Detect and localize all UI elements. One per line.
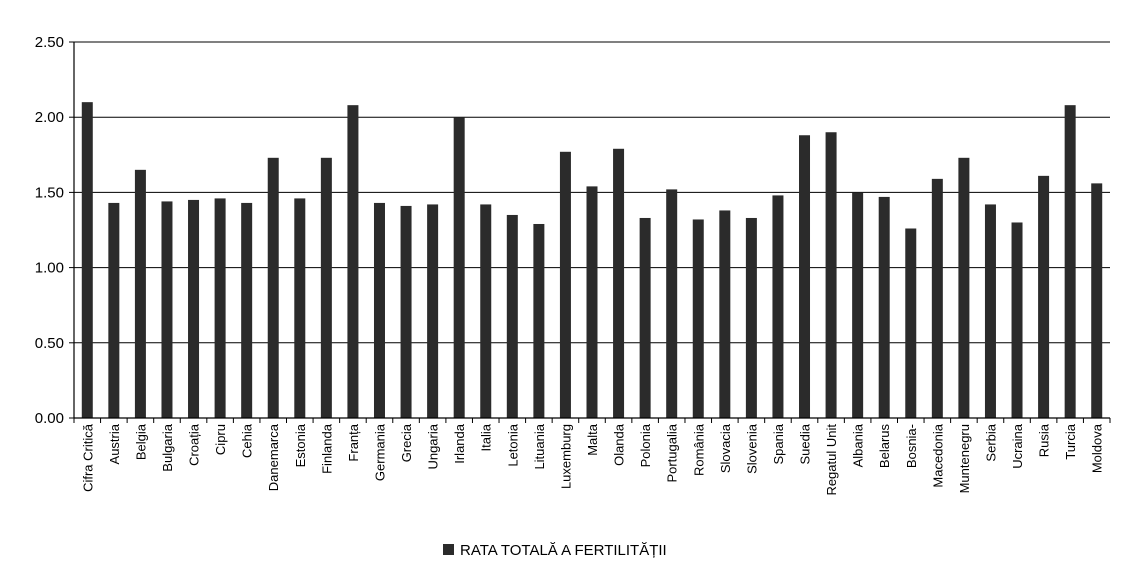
x-tick-label: Belarus bbox=[877, 424, 892, 469]
bar bbox=[666, 189, 678, 418]
bar bbox=[825, 132, 837, 419]
bar bbox=[134, 169, 146, 418]
bar bbox=[400, 205, 412, 418]
y-tick-label: 1.50 bbox=[35, 184, 64, 201]
bar bbox=[772, 195, 784, 418]
x-tick-label: Rusia bbox=[1037, 423, 1052, 457]
bar bbox=[1011, 222, 1023, 418]
x-tick-label: Polonia bbox=[638, 423, 653, 467]
bar bbox=[188, 199, 200, 418]
x-tick-label: Suedia bbox=[798, 423, 813, 464]
x-axis-tick-labels: Cifra Critică Austria Belgia Bulgaria Croați… bbox=[80, 423, 1104, 495]
bar bbox=[613, 148, 625, 418]
x-tick-label: Lituania bbox=[532, 423, 547, 469]
y-tick-label: 1.00 bbox=[35, 260, 64, 277]
x-tick-label: Moldova bbox=[1090, 423, 1105, 473]
x-tick-label: Croația bbox=[187, 423, 202, 466]
y-axis-ticks: 0.00 0.50 1.00 1.50 2.00 2.50 bbox=[35, 34, 74, 427]
x-tick-label: Bosnia- bbox=[904, 424, 919, 468]
x-tick-label: Germania bbox=[372, 423, 387, 481]
y-tick-label: 0.00 bbox=[35, 410, 64, 427]
x-tick-label: Cipru bbox=[213, 424, 228, 455]
legend: RATA TOTALĂ A FERTILITĂȚII bbox=[443, 542, 667, 559]
x-tick-label: Slovacia bbox=[718, 423, 733, 473]
x-tick-label: Muntenegru bbox=[957, 424, 972, 493]
bar bbox=[294, 198, 306, 418]
x-tick-label: Regatul Unit bbox=[824, 424, 839, 496]
x-tick-label: Albania bbox=[851, 423, 866, 467]
bar bbox=[373, 202, 385, 418]
x-tick-label: Turcia bbox=[1063, 423, 1078, 459]
axes bbox=[73, 42, 1111, 423]
x-tick-label: Serbia bbox=[983, 423, 998, 461]
x-tick-label: Macedonia bbox=[930, 423, 945, 487]
bar bbox=[745, 217, 757, 418]
x-tick-label: Irlanda bbox=[452, 423, 467, 464]
y-tick-label: 2.50 bbox=[35, 34, 64, 51]
bar bbox=[1064, 105, 1076, 418]
bar bbox=[958, 157, 970, 419]
x-tick-label: Austria bbox=[107, 423, 122, 464]
bar bbox=[161, 201, 173, 418]
bar bbox=[719, 210, 731, 418]
bar bbox=[480, 204, 492, 418]
x-tick-label: Malta bbox=[585, 423, 600, 456]
bar bbox=[320, 157, 332, 419]
bar bbox=[852, 192, 864, 418]
x-tick-label: Luxemburg bbox=[558, 424, 573, 489]
x-tick-label: Portugalia bbox=[665, 423, 680, 482]
bar bbox=[241, 202, 253, 418]
bar bbox=[692, 219, 704, 418]
x-tick-label: Olanda bbox=[612, 423, 627, 466]
y-tick-label: 2.00 bbox=[35, 109, 64, 126]
bar bbox=[1091, 183, 1103, 418]
y-tick-label: 0.50 bbox=[35, 335, 64, 352]
x-tick-label: Italia bbox=[479, 423, 494, 451]
x-tick-label: Ungaria bbox=[426, 423, 441, 469]
x-tick-label: Danemarca bbox=[266, 423, 281, 491]
bar bbox=[533, 223, 545, 418]
x-tick-label: Estonia bbox=[293, 423, 308, 467]
x-tick-label: Letonia bbox=[505, 423, 520, 466]
bar bbox=[506, 214, 518, 418]
bar bbox=[559, 151, 571, 419]
bar bbox=[81, 102, 93, 418]
legend-label: RATA TOTALĂ A FERTILITĂȚII bbox=[460, 542, 667, 559]
bar bbox=[427, 204, 439, 418]
bar bbox=[799, 135, 811, 419]
x-tick-label: Cifra Critică bbox=[80, 423, 95, 492]
x-tick-label: Cehia bbox=[240, 423, 255, 458]
bar bbox=[931, 178, 943, 418]
x-tick-label: Slovenia bbox=[744, 423, 759, 474]
x-tick-label: Bulgaria bbox=[160, 423, 175, 471]
x-tick-label: Spania bbox=[771, 423, 786, 464]
bar bbox=[984, 204, 996, 418]
x-tick-label: Finlanda bbox=[319, 423, 334, 474]
bars bbox=[81, 102, 1103, 419]
bar bbox=[267, 157, 279, 419]
x-tick-label: Ucraina bbox=[1010, 423, 1025, 469]
x-tick-label: Belgia bbox=[133, 423, 148, 460]
bar bbox=[453, 117, 465, 418]
bar bbox=[108, 202, 120, 418]
bar bbox=[347, 105, 359, 418]
bar bbox=[214, 198, 226, 418]
bar bbox=[905, 228, 917, 418]
x-tick-label: Grecia bbox=[399, 423, 414, 462]
x-tick-label: România bbox=[691, 423, 706, 476]
bar bbox=[639, 217, 651, 418]
bar bbox=[1038, 175, 1050, 418]
x-tick-label: Franța bbox=[346, 423, 361, 461]
bar bbox=[878, 196, 890, 418]
legend-swatch bbox=[443, 544, 454, 555]
bar bbox=[586, 186, 598, 418]
